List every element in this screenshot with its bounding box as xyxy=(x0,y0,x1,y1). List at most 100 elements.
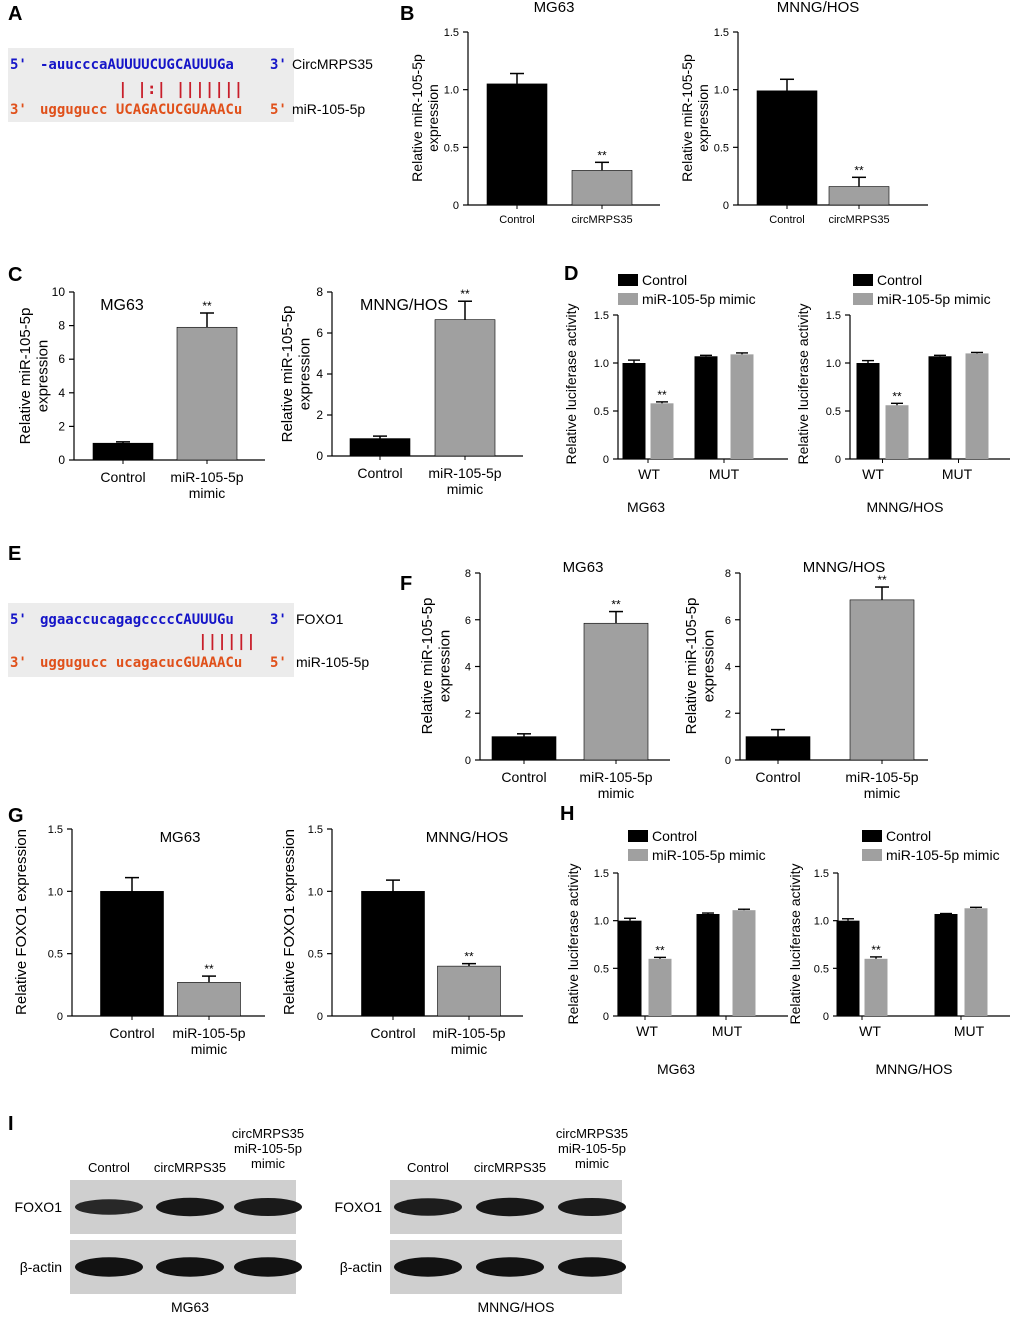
legend-swatch xyxy=(628,849,648,861)
legend-label: miR-105-5p mimic xyxy=(652,847,766,863)
significance-label: ** xyxy=(877,573,887,587)
y-tick-label: 0 xyxy=(603,1011,609,1023)
seq-a-bottom: uggugucc UCAGACUCGUAAACu xyxy=(40,102,242,118)
x-tick-label: Control xyxy=(100,469,145,485)
bar xyxy=(732,910,756,1016)
text-line: Relative miR-105-5p xyxy=(679,54,695,182)
x-tick-label: WT xyxy=(638,466,660,482)
text-line: mimic xyxy=(189,485,226,501)
text-line: expression xyxy=(436,630,453,703)
x-axis-label: MNNG/HOS xyxy=(876,1061,953,1077)
x-tick-label: MUT xyxy=(709,466,740,482)
seq-e-bottom-label: miR-105-5p xyxy=(296,654,369,670)
x-tick-label: circMRPS35 xyxy=(828,214,889,226)
y-tick-label: 1.0 xyxy=(826,358,841,370)
x-tick-label: Control xyxy=(370,1025,415,1041)
blot-band xyxy=(394,1257,462,1277)
text-line: mimic xyxy=(191,1041,228,1057)
legend-swatch xyxy=(618,293,638,305)
y-tick-label: 10 xyxy=(52,285,66,299)
y-tick-label: 2 xyxy=(58,419,65,433)
bar xyxy=(745,736,811,761)
legend-label: miR-105-5p mimic xyxy=(886,847,1000,863)
chart-b1: B MG63 Relative miR-105-5pexpression 0 0.5 1.… xyxy=(400,0,660,226)
text-line: Relative miR-105-5p xyxy=(279,306,296,443)
bar xyxy=(583,622,649,761)
text-line: Relative miR-105-5p xyxy=(409,54,425,182)
chart-title: MG63 xyxy=(534,0,575,16)
seq-e-top: ggaaccucagagccccCAUUUGu xyxy=(40,612,234,628)
x-axis-label: MNNG/HOS xyxy=(867,499,944,515)
x-tick-label: Control xyxy=(499,214,534,226)
blot-band xyxy=(558,1257,626,1277)
seq-a-match-marks: | |:| ||||||| xyxy=(118,79,243,99)
panel-e: E 5' ggaaccucagagccccCAUUUGu 3' FOXO1 ||… xyxy=(8,543,369,677)
legend-label: Control xyxy=(886,828,931,844)
y-tick-label: 1.5 xyxy=(308,824,323,836)
y-tick-label: 0.5 xyxy=(308,949,323,961)
y-tick-label: 1.5 xyxy=(594,310,609,322)
chart-title: MNNG/HOS xyxy=(803,559,886,576)
text-line: expression xyxy=(695,84,711,152)
blot-lane-label: Control xyxy=(88,1160,130,1175)
seq-e-top-label: FOXO1 xyxy=(296,611,344,627)
chart-title: MG63 xyxy=(100,297,144,314)
text-line: mimic xyxy=(598,785,635,801)
significance-label: ** xyxy=(611,598,621,612)
bar xyxy=(361,891,425,1017)
y-tick-label: 0 xyxy=(603,454,609,466)
bar xyxy=(622,363,646,459)
y-axis-label: Relative miR-105-5pexpression xyxy=(419,598,453,735)
seq-a-top-prefix: 5' xyxy=(10,57,27,73)
text-line: expression xyxy=(700,630,717,703)
y-tick-label: 0 xyxy=(725,755,731,767)
seq-a-top-suffix: 3' xyxy=(270,57,287,73)
y-tick-label: 6 xyxy=(58,352,65,366)
y-tick-label: 1.5 xyxy=(714,27,729,39)
chart-title: MG63 xyxy=(160,829,201,846)
bar xyxy=(92,442,154,461)
chart-h2: Relative luciferase activity 0 0.5 1.0 1.5 Co… xyxy=(787,828,1010,1077)
y-tick-label: 1.0 xyxy=(48,886,63,898)
y-tick-label: 0.5 xyxy=(826,406,841,418)
legend-label: Control xyxy=(877,272,922,288)
significance-label: ** xyxy=(597,148,607,162)
y-tick-label: 2 xyxy=(316,408,323,422)
panel-letter-i: I xyxy=(8,1113,14,1135)
x-tick-label: miR-105-5p mimic xyxy=(432,1025,505,1057)
seq-e-top-suffix: 3' xyxy=(270,612,287,628)
blot-row-label: FOXO1 xyxy=(15,1199,63,1215)
significance-label: ** xyxy=(854,163,864,177)
blot-band xyxy=(234,1257,302,1277)
bar xyxy=(856,363,880,459)
y-tick-label: 2 xyxy=(725,708,731,720)
y-tick-label: 1.0 xyxy=(714,85,729,97)
y-tick-label: 0 xyxy=(317,1011,323,1023)
seq-a-top-label: CircMRPS35 xyxy=(292,56,373,72)
blot-lane-label: circMRPS35 xyxy=(474,1160,546,1175)
text-line: expression xyxy=(425,84,441,152)
y-tick-label: 6 xyxy=(465,615,471,627)
x-tick-label: WT xyxy=(859,1023,881,1039)
y-tick-label: 1.5 xyxy=(48,824,63,836)
blot-cell-line-label: MG63 xyxy=(171,1299,209,1315)
text-line: miR-105-5p xyxy=(579,769,652,785)
significance-label: ** xyxy=(202,299,212,313)
text-line: Relative miR-105-5p xyxy=(419,598,436,735)
legend-label: miR-105-5p mimic xyxy=(877,291,991,307)
text-line: miR-105-5p xyxy=(234,1141,302,1156)
legend-label: Control xyxy=(642,272,687,288)
chart-title: MNNG/HOS xyxy=(360,297,448,314)
blot-band xyxy=(75,1257,143,1277)
y-tick-label: 2 xyxy=(465,708,471,720)
y-tick-label: 8 xyxy=(316,285,323,299)
text-line: expression xyxy=(296,338,313,411)
text-line: circMRPS35 xyxy=(232,1126,304,1141)
legend-swatch xyxy=(853,274,873,286)
x-axis-label: MG63 xyxy=(627,499,665,515)
seq-e-bottom-prefix: 3' xyxy=(10,655,27,671)
